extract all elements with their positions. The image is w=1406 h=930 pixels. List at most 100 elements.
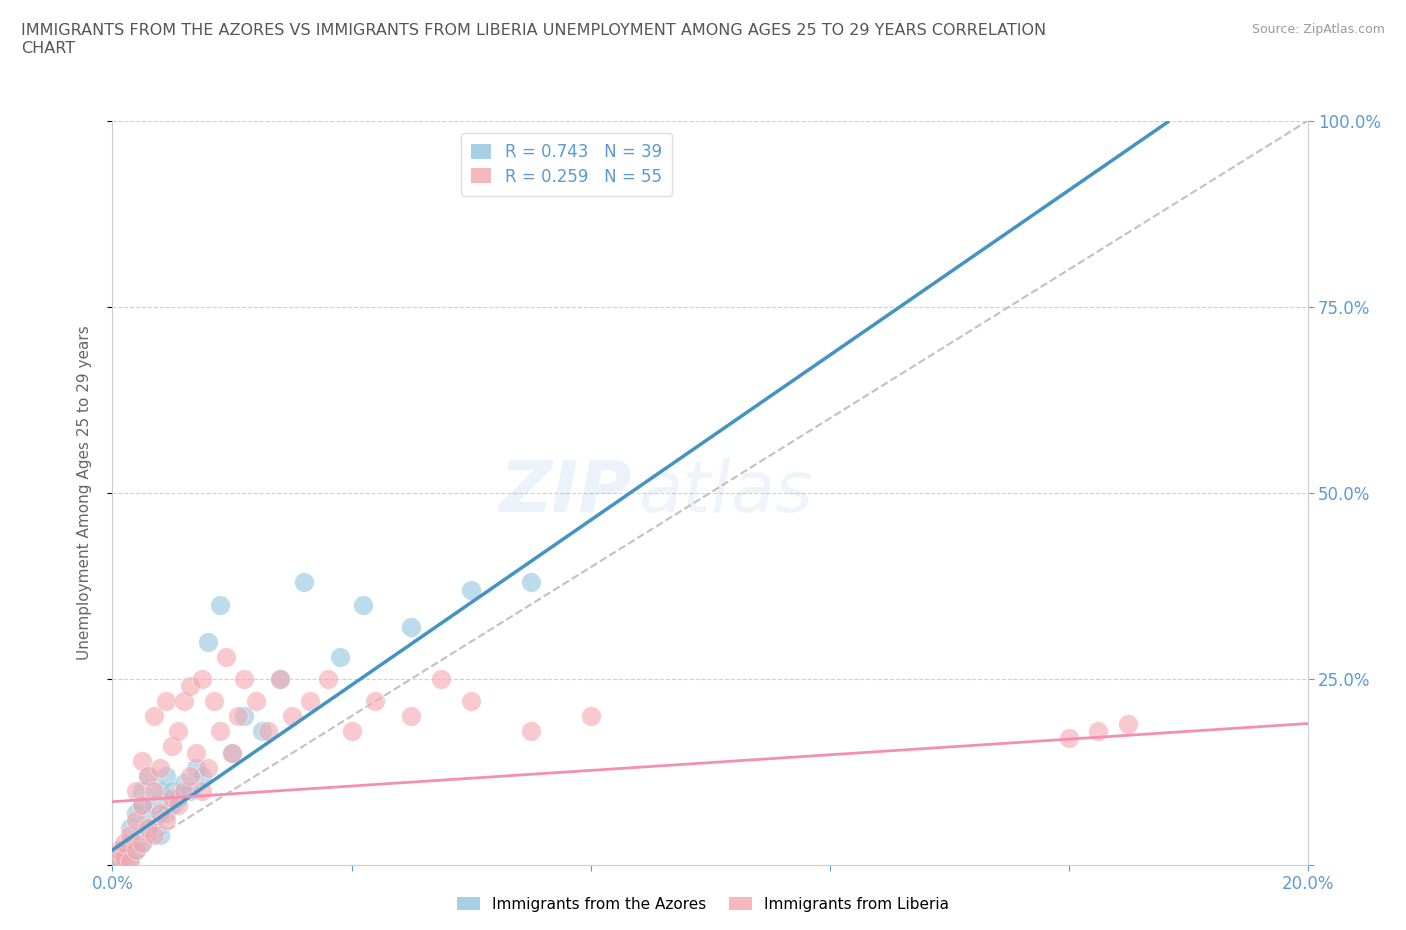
Point [520, 724, 543, 738]
Point [460, 694, 482, 709]
Point [179, 768, 201, 783]
Point [186, 761, 208, 776]
Text: atlas: atlas [638, 458, 813, 527]
Point [138, 820, 160, 835]
Point [401, 619, 423, 634]
Point [197, 634, 219, 649]
Point [226, 709, 249, 724]
Point [1087, 724, 1109, 738]
Point [186, 746, 208, 761]
Point [131, 798, 153, 813]
Point [125, 843, 148, 857]
Point [131, 798, 153, 813]
Point [143, 798, 166, 813]
Point [298, 694, 321, 709]
Point [316, 671, 339, 686]
Point [221, 746, 243, 761]
Point [269, 671, 291, 686]
Point [120, 850, 142, 865]
Point [114, 835, 135, 850]
Legend: R = 0.743   N = 39, R = 0.259   N = 55: R = 0.743 N = 39, R = 0.259 N = 55 [461, 133, 672, 195]
Point [281, 709, 304, 724]
Point [460, 582, 482, 597]
Point [107, 854, 129, 869]
Point [179, 783, 201, 798]
Point [155, 768, 177, 783]
Point [340, 724, 363, 738]
Point [209, 597, 232, 612]
Point [167, 724, 190, 738]
Point [143, 813, 166, 828]
Text: IMMIGRANTS FROM THE AZORES VS IMMIGRANTS FROM LIBERIA UNEMPLOYMENT AMONG AGES 25: IMMIGRANTS FROM THE AZORES VS IMMIGRANTS… [21, 23, 1046, 56]
Point [149, 783, 172, 798]
Point [162, 783, 183, 798]
Point [149, 805, 172, 820]
Text: Source: ZipAtlas.com: Source: ZipAtlas.com [1251, 23, 1385, 36]
Point [191, 768, 214, 783]
Point [579, 709, 602, 724]
Point [114, 854, 135, 869]
Point [155, 805, 177, 820]
Point [197, 761, 219, 776]
Point [114, 850, 135, 865]
Point [202, 694, 225, 709]
Point [269, 671, 291, 686]
Point [173, 783, 195, 798]
Point [114, 843, 135, 857]
Point [167, 790, 190, 805]
Point [125, 783, 148, 798]
Point [131, 753, 153, 768]
Point [245, 694, 267, 709]
Point [138, 768, 160, 783]
Point [233, 671, 256, 686]
Point [125, 805, 148, 820]
Point [520, 575, 543, 590]
Point [131, 783, 153, 798]
Point [364, 694, 387, 709]
Point [1118, 716, 1140, 731]
Point [191, 671, 214, 686]
Point [143, 709, 166, 724]
Point [138, 820, 160, 835]
Point [143, 828, 166, 843]
Point [107, 850, 129, 865]
Point [173, 694, 195, 709]
Point [430, 671, 453, 686]
Point [120, 835, 142, 850]
Point [179, 679, 201, 694]
Point [155, 813, 177, 828]
Point [292, 575, 315, 590]
Point [107, 843, 129, 857]
Point [131, 835, 153, 850]
Point [221, 746, 243, 761]
Point [162, 798, 183, 813]
Point [125, 843, 148, 857]
Point [125, 813, 148, 828]
Text: ZIP: ZIP [501, 458, 633, 527]
Point [162, 790, 183, 805]
Point [167, 798, 190, 813]
Point [1057, 731, 1080, 746]
Point [257, 724, 280, 738]
Point [149, 761, 172, 776]
Point [120, 820, 142, 835]
Point [120, 828, 142, 843]
Point [353, 597, 375, 612]
Point [401, 709, 423, 724]
Point [143, 783, 166, 798]
Point [191, 783, 214, 798]
Point [149, 828, 172, 843]
Point [173, 776, 195, 790]
Point [162, 738, 183, 753]
Legend: Immigrants from the Azores, Immigrants from Liberia: Immigrants from the Azores, Immigrants f… [451, 890, 955, 918]
Point [233, 709, 256, 724]
Point [131, 835, 153, 850]
Point [329, 649, 352, 664]
Point [107, 854, 129, 869]
Point [215, 649, 238, 664]
Point [209, 724, 232, 738]
Point [250, 724, 273, 738]
Y-axis label: Unemployment Among Ages 25 to 29 years: Unemployment Among Ages 25 to 29 years [77, 326, 91, 660]
Point [138, 768, 160, 783]
Point [155, 694, 177, 709]
